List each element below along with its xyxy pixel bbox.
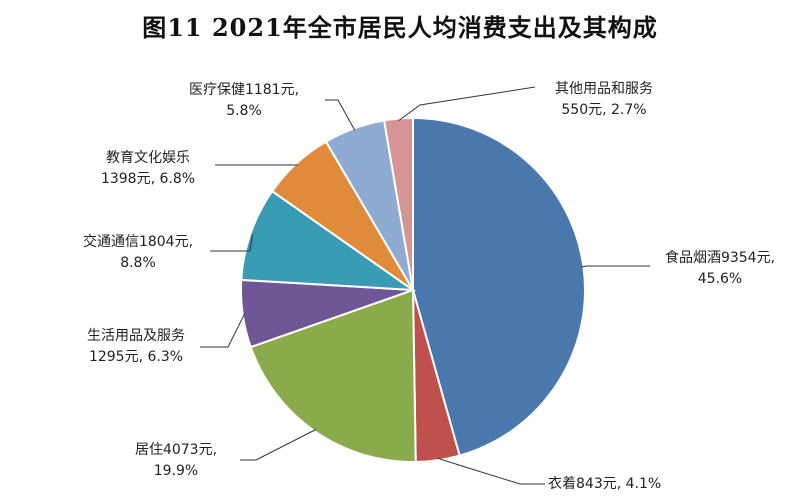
- leader-line-8: [398, 86, 536, 122]
- data-label-line2: 1398元, 6.8%: [101, 171, 195, 187]
- data-label-line2: 8.8%: [120, 255, 156, 271]
- pie-slice-5: [240, 189, 417, 292]
- data-label-line2: 45.6%: [698, 271, 742, 287]
- data-label-7: 医疗保健1181元, 5.8%: [189, 82, 299, 119]
- data-label-line1: 医疗保健1181元,: [189, 82, 299, 98]
- leader-line-2: [437, 457, 545, 485]
- chart-title: 图11 2021年全市居民人均消费支出及其构成: [142, 13, 658, 42]
- data-label-5: 交通通信1804元, 8.8%: [83, 233, 193, 271]
- data-label-1: 食品烟酒9354元, 45.6%: [665, 249, 775, 287]
- leader-line-4: [200, 313, 246, 348]
- data-label-8: 其他用品和服务 550元, 2.7%: [555, 81, 653, 118]
- leader-line-5: [210, 234, 253, 252]
- leader-line-3: [240, 429, 317, 461]
- data-label-line1: 交通通信1804元,: [83, 233, 193, 250]
- data-label-line2: 550元, 2.7%: [561, 102, 646, 118]
- data-label-line1: 食品烟酒9354元,: [665, 249, 775, 266]
- data-label-line1: 居住4073元,: [135, 442, 217, 458]
- data-label-4: 生活用品及服务 1295元, 6.3%: [87, 328, 185, 365]
- leader-line-1: [581, 265, 650, 268]
- data-label-line2: 19.9%: [154, 463, 198, 479]
- data-label-3: 居住4073元, 19.9%: [135, 442, 217, 479]
- data-label-line1: 生活用品及服务: [87, 328, 185, 344]
- data-label-6: 教育文化娱乐 1398元, 6.8%: [101, 150, 195, 187]
- data-label-line1: 衣着843元, 4.1%: [548, 476, 661, 492]
- data-label-line1: 教育文化娱乐: [106, 150, 190, 166]
- leader-line-7: [325, 99, 356, 131]
- pie-slice-8: [382, 116, 414, 291]
- data-label-2: 衣着843元, 4.1%: [548, 476, 661, 492]
- data-label-line1: 其他用品和服务: [555, 81, 653, 97]
- data-label-line2: 5.8%: [226, 103, 262, 119]
- data-label-line2: 1295元, 6.3%: [89, 349, 183, 365]
